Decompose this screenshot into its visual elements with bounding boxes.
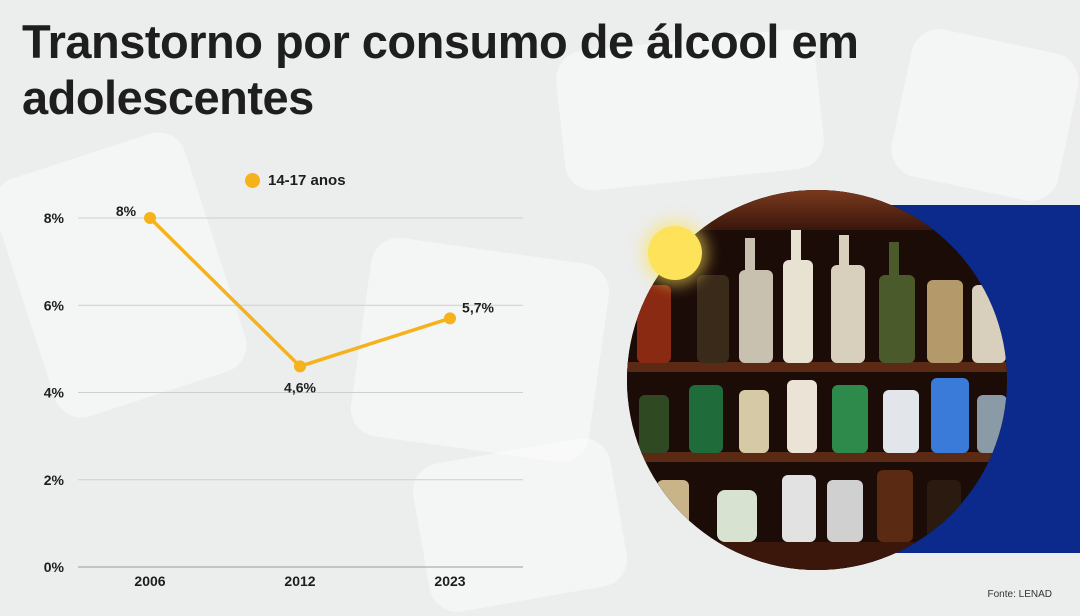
data-label: 8% [116,203,137,219]
legend-label: 14-17 anos [268,172,346,189]
data-point [444,312,456,325]
top-shelf-bottles [637,230,1006,363]
x-tick-label: 2012 [284,573,315,589]
bottles-illustration [627,190,1007,570]
source-note: Fonte: LENAD [987,589,1052,600]
y-tick-label: 8% [44,210,65,226]
data-point [294,360,306,373]
middle-shelf-bottles [639,378,1007,453]
x-tick-label: 2023 [434,573,465,589]
light-glow [648,226,702,280]
chart-title: Transtorno por consumo de álcool em adol… [22,15,859,124]
y-tick-label: 4% [44,385,65,401]
data-label: 4,6% [284,379,316,395]
line-chart: 0% 2% 4% 6% 8% 2006 2012 2023 8% 4,6% 5,7% [44,203,523,589]
chart-legend: 14-17 anos [245,172,346,189]
data-label: 5,7% [462,299,494,315]
y-tick-label: 2% [44,472,65,488]
y-tick-label: 6% [44,297,65,313]
x-tick-label: 2006 [134,573,165,589]
y-tick-label: 0% [44,559,65,575]
legend-marker [245,173,260,188]
data-point [144,212,156,224]
series-line [148,216,452,369]
